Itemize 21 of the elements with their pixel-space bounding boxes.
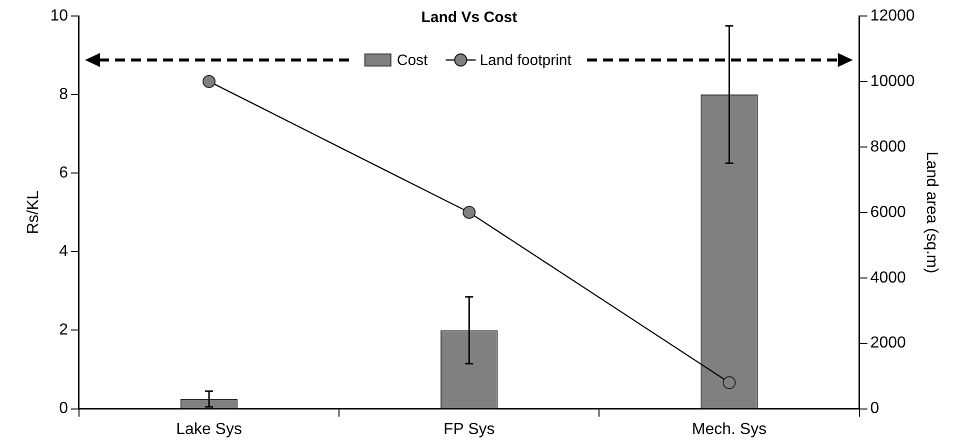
y-tick-label: 8	[59, 86, 68, 103]
y-tick-label: 0	[59, 400, 68, 418]
y2-tick-label: 6000	[870, 204, 906, 221]
chart-title: Land Vs Cost	[421, 9, 518, 26]
legend-label: Land footprint	[480, 52, 572, 70]
y-axis-title: Rs/KL	[25, 190, 42, 234]
y2-axis-title: Land area (sq.m)	[922, 151, 940, 274]
y-tick-label: 10	[50, 7, 68, 24]
x-tick-label: FP Sys	[444, 420, 495, 438]
y2-tick-label: 0	[870, 400, 880, 418]
y-tick-label: 4	[59, 243, 68, 260]
y2-tick-label: 10000	[870, 72, 915, 90]
y2-tick-label: 2000	[870, 334, 906, 352]
y2-tick-label: 8000	[870, 138, 906, 156]
y-tick-label: 2	[59, 322, 68, 339]
y2-tick-label: 12000	[870, 7, 915, 24]
y2-tick-label: 4000	[870, 269, 906, 286]
y-tick-label: 6	[59, 164, 68, 182]
x-tick-label: Lake Sys	[176, 420, 242, 438]
legend-label: Cost	[396, 52, 429, 70]
x-tick-label: Mech. Sys	[692, 420, 767, 438]
